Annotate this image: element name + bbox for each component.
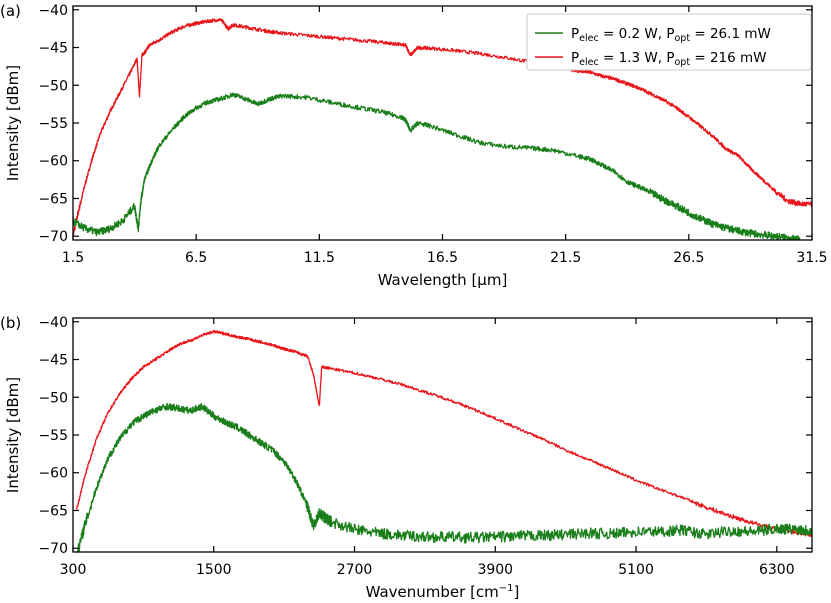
x-tick-label: 6.5 xyxy=(185,250,207,266)
panel-a-series-red xyxy=(73,17,812,239)
x-tick-label: 2700 xyxy=(337,562,373,578)
x-tick-label: 11.5 xyxy=(304,250,335,266)
x-tick-label: 1500 xyxy=(196,562,232,578)
x-tick-label: 26.5 xyxy=(673,250,704,266)
x-tick-label: 300 xyxy=(60,562,87,578)
panel-a-x-ticks: 1.5 6.5 11.5 16.5 21.5 26.5 31.5 xyxy=(62,6,828,266)
panel-a-y-axis-label: Intensity [dBm] xyxy=(4,65,22,181)
y-tick-label: −65 xyxy=(38,191,68,207)
y-tick-label: −50 xyxy=(38,390,68,406)
panel-a-label: (a) xyxy=(0,2,21,20)
y-tick-label: −40 xyxy=(38,315,68,331)
panel-b-series-green xyxy=(76,402,812,552)
y-tick-label: −45 xyxy=(38,41,68,57)
y-tick-label: −65 xyxy=(38,503,68,519)
panel-b-series xyxy=(76,329,812,552)
y-tick-label: −55 xyxy=(38,428,68,444)
y-tick-label: −50 xyxy=(38,78,68,94)
panel-b-x-axis-label: Wavenumber [cm−1] xyxy=(366,583,520,601)
panel-b-series-red xyxy=(76,329,812,538)
chart-panel-a: (a) 1.5 6.5 11.5 16.5 21.5 26.5 31.5 −70 −65 −60… xyxy=(0,2,828,289)
panel-b-y-ticks: −70 −65 −60 −55 −50 −45 −40 xyxy=(38,315,812,557)
panel-a-series-green xyxy=(73,92,801,240)
panel-b-x-ticks: 300 1500 2700 3900 5100 6300 xyxy=(60,318,795,578)
panel-a-x-axis-label: Wavelength [μm] xyxy=(378,271,508,289)
y-tick-label: −60 xyxy=(38,466,68,482)
x-tick-label: 5100 xyxy=(618,562,654,578)
legend: Pelec = 0.2 W, Popt = 26.1 mW Pelec = 1.… xyxy=(526,13,812,71)
legend-entry-green: Pelec = 0.2 W, Popt = 26.1 mW xyxy=(571,26,771,44)
x-tick-label: 31.5 xyxy=(796,250,827,266)
y-tick-label: −55 xyxy=(38,116,68,132)
y-tick-label: −70 xyxy=(38,229,68,245)
panel-a-y-ticks: −70 −65 −60 −55 −50 −45 −40 xyxy=(38,3,812,245)
x-tick-label: 21.5 xyxy=(550,250,581,266)
x-tick-label: 6300 xyxy=(759,562,795,578)
legend-entry-red: Pelec = 1.3 W, Popt = 216 mW xyxy=(571,50,767,68)
panel-b-label: (b) xyxy=(0,314,21,332)
x-tick-label: 3900 xyxy=(477,562,513,578)
y-tick-label: −60 xyxy=(38,154,68,170)
chart-panel-b: (b) 300 1500 2700 3900 5100 6300 −70 −65 −60 −55… xyxy=(0,314,813,601)
y-tick-label: −45 xyxy=(38,353,68,369)
panel-a-series xyxy=(73,17,812,240)
x-tick-label: 16.5 xyxy=(427,250,458,266)
y-tick-label: −70 xyxy=(38,541,68,557)
panel-b-plot-frame xyxy=(72,317,813,553)
x-tick-label: 1.5 xyxy=(62,250,84,266)
legend-box xyxy=(526,13,812,71)
panel-b-y-axis-label: Intensity [dBm] xyxy=(4,377,22,493)
y-tick-label: −40 xyxy=(38,3,68,19)
